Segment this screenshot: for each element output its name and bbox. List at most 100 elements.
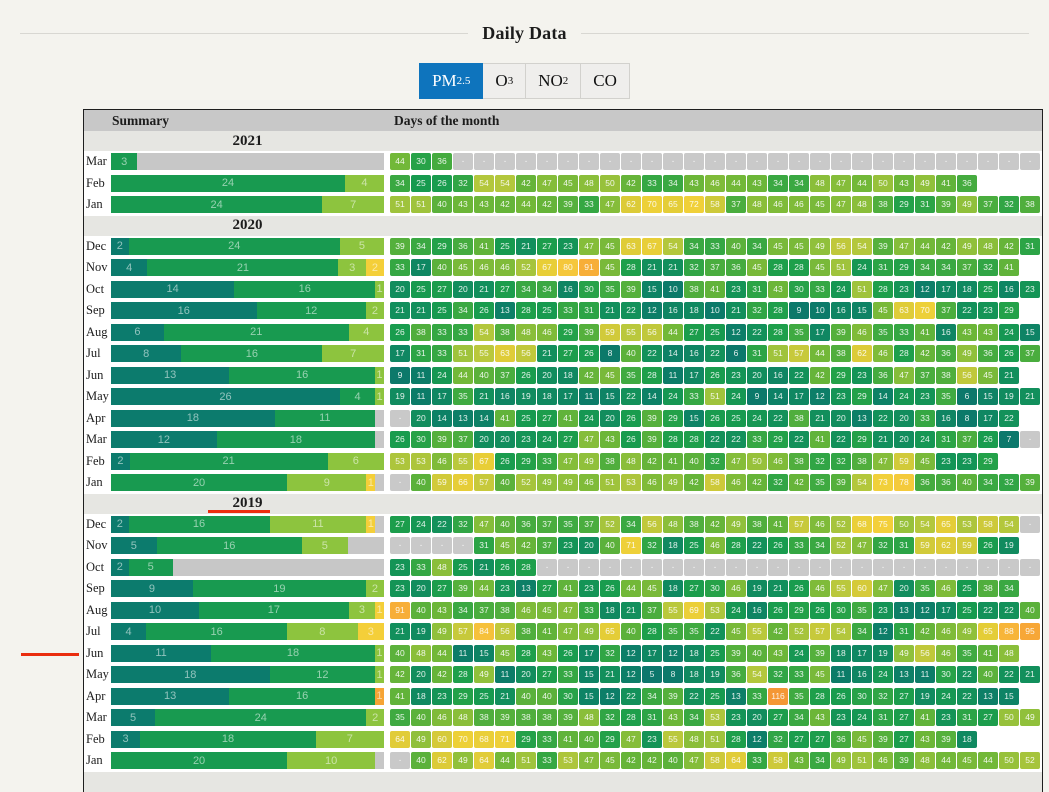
- summary-segment-lightgreen: 10: [287, 752, 376, 770]
- day-cell-missing: ·: [768, 153, 788, 171]
- day-cell: 34: [789, 174, 809, 192]
- month-row-aug-2020: Aug 6 21 4 26 38 33 33 54 38 48 46 29 39 59 55 56 44 27 25 1…: [84, 321, 1042, 343]
- day-cell: 16: [495, 388, 515, 406]
- day-cell: 46: [936, 644, 956, 662]
- day-cell: 41: [474, 237, 494, 255]
- day-cell: 9: [747, 388, 767, 406]
- summary-segment-missing: [375, 515, 384, 533]
- summary-bar-cell: 5 24 2: [111, 709, 384, 727]
- day-cell: 43: [663, 709, 683, 727]
- day-cell: 16: [831, 302, 851, 320]
- summary-segment-missing: [137, 153, 384, 171]
- day-cell: 22: [768, 409, 788, 427]
- day-cell-missing: ·: [453, 537, 473, 555]
- day-cell: 45: [642, 580, 662, 598]
- day-cell: 26: [768, 601, 788, 619]
- day-cell: 38: [978, 580, 998, 598]
- day-cell: 23: [495, 580, 515, 598]
- day-cell: 62: [432, 752, 452, 770]
- day-cell: 26: [621, 431, 641, 449]
- day-cell: 40: [537, 687, 557, 705]
- day-cell: 26: [495, 558, 515, 576]
- day-cell: 23: [390, 580, 410, 598]
- day-cells: 39 34 29 36 41 25 21 27 23 47 45 63 67 54 34 33 40 34 45 45…: [390, 237, 1042, 255]
- month-label: Jan: [86, 197, 103, 212]
- day-cell: 33: [642, 174, 662, 192]
- day-cell: 45: [600, 259, 620, 277]
- day-cell-missing: ·: [726, 558, 746, 576]
- day-cell-missing: ·: [621, 558, 641, 576]
- day-cell: 34: [810, 537, 830, 555]
- day-cell: 26: [621, 409, 641, 427]
- day-cell: 56: [516, 345, 536, 363]
- summary-bar: 26 4 1: [111, 388, 384, 406]
- day-cell: 44: [663, 323, 683, 341]
- day-cell: 22: [642, 345, 662, 363]
- day-cell: 34: [810, 752, 830, 770]
- tab-co[interactable]: CO: [581, 63, 630, 99]
- day-cell: 11: [915, 666, 935, 684]
- day-cell: 63: [894, 302, 914, 320]
- day-cell-missing: ·: [411, 537, 431, 555]
- summary-bar-cell: 26 4 1: [111, 388, 384, 406]
- tab-label: O: [495, 71, 508, 90]
- day-cell: 38: [495, 323, 515, 341]
- summary-bar: 2 21 6: [111, 452, 384, 470]
- day-cell: 49: [411, 730, 431, 748]
- day-cell: 58: [705, 474, 725, 492]
- day-cells: 9 11 24 44 40 37 26 20 18 42 45 35 28 11 17 26 23 20 16 22 4…: [390, 366, 1042, 384]
- tab-pm25[interactable]: PM 2.5: [419, 63, 484, 99]
- day-cell: 49: [726, 515, 746, 533]
- day-cells: 20 25 27 20 21 27 34 34 16 30 35 39 15 10 38 41 23 31 43 30…: [390, 280, 1042, 298]
- day-cell: 14: [663, 345, 683, 363]
- day-cell: 26: [705, 409, 725, 427]
- day-cell: 58: [978, 515, 998, 533]
- month-label: Feb: [86, 731, 105, 746]
- day-cell: 43: [768, 280, 788, 298]
- day-cell: 45: [810, 259, 830, 277]
- day-cell: 23: [1020, 280, 1040, 298]
- day-cell: 47: [579, 431, 599, 449]
- day-cell: 18: [600, 601, 620, 619]
- day-cell: 53: [957, 515, 977, 533]
- day-cell: 25: [726, 409, 746, 427]
- day-cell: 29: [558, 323, 578, 341]
- day-cells: 53 53 46 55 67 26 29 33 47 49 38 48 42 41 40 32 47 50 46 38…: [390, 452, 1042, 470]
- day-cell: 42: [579, 366, 599, 384]
- day-cell: 6: [957, 388, 977, 406]
- summary-segment-lightgreen: 1: [375, 666, 384, 684]
- day-cell: 32: [999, 474, 1019, 492]
- day-cell: 31: [642, 709, 662, 727]
- day-cell: 46: [873, 345, 893, 363]
- day-cell: 21: [768, 580, 788, 598]
- month-row-jun-2020: Jun 13 16 1 9 11 24 44 40 37 26 20 18 42 45 35 28 11 17 26 2…: [84, 364, 1042, 386]
- day-cell: 17: [684, 366, 704, 384]
- day-cell: 63: [621, 237, 641, 255]
- day-cell: 39: [1020, 474, 1040, 492]
- day-cell: 54: [831, 623, 851, 641]
- day-cell: 24: [894, 388, 914, 406]
- tab-no2[interactable]: NO 2: [526, 63, 582, 99]
- day-cell: 67: [537, 259, 557, 277]
- day-cells: 51 51 40 43 43 42 44 42 39 33 47 62 70 65 72 58 37 48 46 46…: [390, 196, 1042, 214]
- day-cells: 19 11 17 35 21 16 19 18 17 11 15 22 14 24 33 51 24 9 14 17 1…: [390, 388, 1042, 406]
- day-cell: 18: [957, 730, 977, 748]
- summary-segment-green: 12: [256, 302, 366, 320]
- day-cell: 12: [810, 388, 830, 406]
- day-cell: 35: [558, 515, 578, 533]
- month-row-mar-2019: Mar 5 24 2 35 40 46 48 38 39 38 38 39 48 32 28 31 43 34 53 2…: [84, 707, 1042, 729]
- day-cell: 39: [558, 709, 578, 727]
- day-cell: 41: [810, 431, 830, 449]
- summary-bar-cell: 16 12 2: [111, 302, 384, 320]
- summary-segment-teal: 11: [111, 644, 212, 662]
- day-cell: 40: [495, 515, 515, 533]
- day-cell: 16: [768, 366, 788, 384]
- year-row-2019: 2019: [84, 493, 1042, 514]
- day-cell: 12: [726, 323, 746, 341]
- day-cell: 32: [873, 537, 893, 555]
- day-cell: 55: [621, 323, 641, 341]
- summary-bar-cell: 2 16 11 1: [111, 515, 384, 533]
- day-cell: 23: [873, 601, 893, 619]
- day-cell: 39: [810, 644, 830, 662]
